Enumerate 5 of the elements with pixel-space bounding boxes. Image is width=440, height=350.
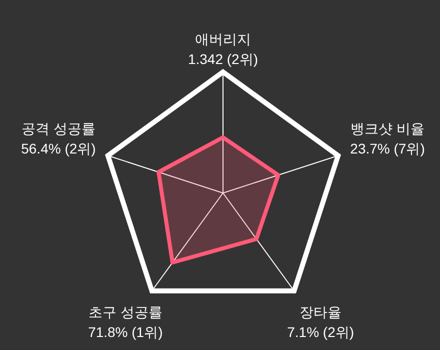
category-label: 공격 성공률 56.4% (2위) <box>21 120 96 157</box>
category-label: 뱅크샷 비율 23.7% (7위) <box>350 120 425 157</box>
category-label: 애버리지 1.342 (2위) <box>188 31 258 67</box>
category-label: 장타율 7.1% (2위) <box>287 304 354 340</box>
category-label: 초구 성공률 71.8% (1위) <box>88 304 163 340</box>
